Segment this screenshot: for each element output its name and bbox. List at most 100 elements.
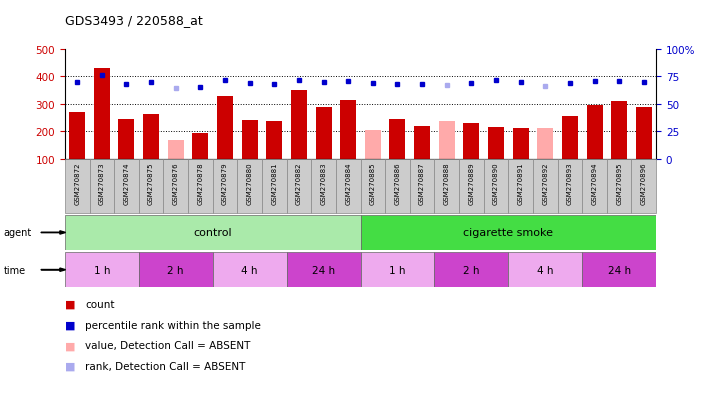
Bar <box>94 69 110 159</box>
Bar <box>464 123 479 159</box>
Bar <box>65 252 139 287</box>
Bar <box>316 108 332 159</box>
Bar <box>365 131 381 159</box>
Text: GSM270875: GSM270875 <box>148 162 154 205</box>
Bar <box>242 121 257 159</box>
Text: GSM270888: GSM270888 <box>443 162 450 205</box>
Bar <box>583 159 607 213</box>
Bar <box>434 252 508 287</box>
Text: 4 h: 4 h <box>537 265 554 275</box>
Bar <box>557 159 583 213</box>
Bar <box>607 159 632 213</box>
Text: GSM270883: GSM270883 <box>321 162 327 205</box>
Text: GSM270894: GSM270894 <box>591 162 598 205</box>
Bar <box>583 252 656 287</box>
Bar <box>336 159 360 213</box>
Bar <box>611 102 627 159</box>
Bar <box>360 252 434 287</box>
Text: agent: agent <box>4 228 32 238</box>
Text: ■: ■ <box>65 340 76 350</box>
Bar <box>533 159 557 213</box>
Text: 4 h: 4 h <box>242 265 258 275</box>
Bar <box>340 100 356 159</box>
Bar <box>65 215 360 250</box>
Bar <box>138 159 164 213</box>
Bar <box>213 159 237 213</box>
Bar <box>213 252 286 287</box>
Bar <box>164 159 188 213</box>
Text: GSM270886: GSM270886 <box>394 162 400 205</box>
Bar <box>414 127 430 159</box>
Bar <box>586 106 603 159</box>
Text: ■: ■ <box>65 361 76 371</box>
Text: 2 h: 2 h <box>167 265 184 275</box>
Bar <box>168 141 184 159</box>
Bar <box>508 159 533 213</box>
Bar <box>193 133 208 159</box>
Text: percentile rank within the sample: percentile rank within the sample <box>85 320 261 330</box>
Bar <box>138 252 213 287</box>
Bar <box>286 159 311 213</box>
Bar <box>89 159 114 213</box>
Text: GSM270896: GSM270896 <box>641 162 647 205</box>
Text: count: count <box>85 299 115 309</box>
Text: 24 h: 24 h <box>312 265 335 275</box>
Text: GSM270876: GSM270876 <box>173 162 179 205</box>
Text: control: control <box>193 228 232 238</box>
Bar <box>513 128 528 159</box>
Text: GSM270889: GSM270889 <box>469 162 474 205</box>
Bar <box>69 113 85 159</box>
Bar <box>632 159 656 213</box>
Text: GSM270893: GSM270893 <box>567 162 573 205</box>
Bar <box>118 120 135 159</box>
Bar <box>143 115 159 159</box>
Bar <box>434 159 459 213</box>
Text: GSM270874: GSM270874 <box>123 162 130 205</box>
Text: ■: ■ <box>65 299 76 309</box>
Text: ■: ■ <box>65 320 76 330</box>
Bar <box>65 159 89 213</box>
Bar <box>217 96 233 159</box>
Text: GSM270890: GSM270890 <box>493 162 499 205</box>
Bar <box>188 159 213 213</box>
Text: 1 h: 1 h <box>389 265 406 275</box>
Text: GSM270880: GSM270880 <box>247 162 252 205</box>
Bar <box>237 159 262 213</box>
Text: GSM270892: GSM270892 <box>542 162 548 205</box>
Text: GSM270884: GSM270884 <box>345 162 351 205</box>
Bar <box>508 252 583 287</box>
Bar <box>459 159 484 213</box>
Bar <box>389 120 405 159</box>
Text: cigarette smoke: cigarette smoke <box>464 228 553 238</box>
Bar <box>562 116 578 159</box>
Bar <box>262 159 286 213</box>
Bar <box>114 159 138 213</box>
Text: GDS3493 / 220588_at: GDS3493 / 220588_at <box>65 14 203 27</box>
Text: GSM270879: GSM270879 <box>222 162 228 205</box>
Bar <box>410 159 434 213</box>
Text: 2 h: 2 h <box>463 265 479 275</box>
Bar <box>266 122 283 159</box>
Text: rank, Detection Call = ABSENT: rank, Detection Call = ABSENT <box>85 361 245 371</box>
Bar <box>537 128 553 159</box>
Bar <box>488 128 504 159</box>
Bar <box>636 107 652 159</box>
Text: GSM270891: GSM270891 <box>518 162 523 205</box>
Text: 24 h: 24 h <box>608 265 631 275</box>
Text: 1 h: 1 h <box>94 265 110 275</box>
Text: GSM270872: GSM270872 <box>74 162 80 205</box>
Text: GSM270887: GSM270887 <box>419 162 425 205</box>
Bar <box>438 122 455 159</box>
Bar <box>484 159 508 213</box>
Bar <box>360 159 385 213</box>
Bar <box>385 159 410 213</box>
Text: GSM270885: GSM270885 <box>370 162 376 205</box>
Text: GSM270882: GSM270882 <box>296 162 302 205</box>
Text: GSM270878: GSM270878 <box>198 162 203 205</box>
Text: GSM270881: GSM270881 <box>271 162 278 205</box>
Bar <box>286 252 360 287</box>
Bar <box>291 91 307 159</box>
Text: time: time <box>4 265 26 275</box>
Text: GSM270895: GSM270895 <box>616 162 622 205</box>
Bar <box>311 159 336 213</box>
